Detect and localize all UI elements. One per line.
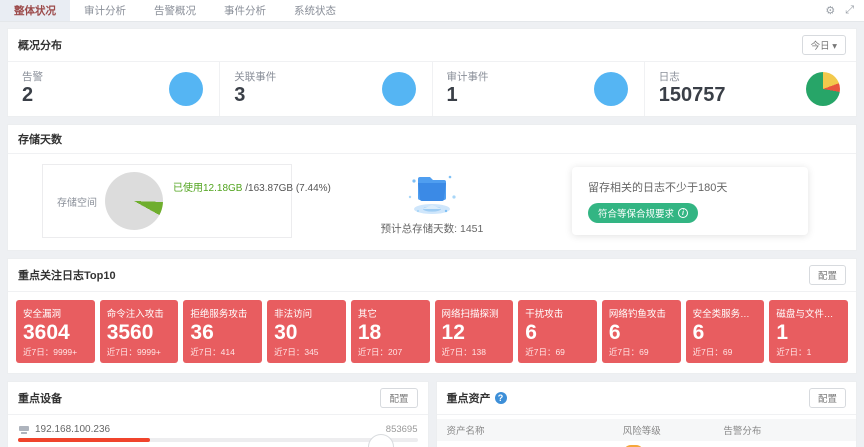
log-card-title: 网络钓鱼攻击	[608, 309, 666, 320]
stat-label: 日志	[658, 71, 680, 83]
log-card-title: 网络扫描探测	[441, 309, 499, 320]
dashboard-content: 概况分布 今日 ▾ 告警 2 关联事件 3 审计事件 1 日志 150757	[0, 22, 864, 447]
disk-total-text: /163.87GB (7.44%)	[242, 183, 331, 194]
log-card-title: 磁盘与文件系...	[776, 309, 842, 320]
compliance-text: 留存相关的日志不少于180天	[588, 182, 728, 194]
log-card-value: 3604	[23, 321, 70, 344]
disk-usage-text: 已使用12.18GB /163.87GB (7.44%)	[173, 179, 331, 194]
stat-label: 关联事件	[234, 71, 277, 83]
key-devices-title: 重点设备	[18, 393, 62, 406]
overview-title: 概况分布	[18, 40, 62, 52]
log-card-value: 18	[357, 321, 382, 344]
panel-key-devices: 重点设备 配置 192.168.100.236 853695 192.168.1…	[7, 381, 429, 447]
log-card[interactable]: 其它 18 近7日：207	[350, 300, 430, 364]
disk-usage-card: 存储空间 已使用12.18GB /163.87GB (7.44%)	[42, 164, 331, 238]
top-tab-bar: 整体状况 审计分析 告警概况 事件分析 系统状态 ⚙ ⤢	[0, 0, 864, 22]
log-card-value: 1	[776, 321, 789, 344]
storage-days-estimate: 预计总存储天数: 1451	[380, 222, 484, 235]
log-card-title: 非法访问	[274, 309, 313, 320]
audit-circle-icon	[593, 72, 628, 106]
asset-row[interactable]: WindowsServer2016 高 0 2 0 2	[436, 441, 856, 447]
stat-value: 3	[234, 84, 246, 106]
disk-label: 存储空间	[57, 197, 97, 209]
stat-card-audit-events[interactable]: 审计事件 1	[433, 62, 645, 116]
stat-card-correlated-events[interactable]: 关联事件 3	[220, 62, 433, 116]
tab-overall-status[interactable]: 整体状况	[0, 0, 70, 21]
key-assets-title: 重点资产	[446, 393, 491, 406]
col-risk-level: 风险等级	[612, 419, 714, 442]
info-icon: i	[678, 208, 689, 218]
storage-title: 存储天数	[18, 134, 62, 146]
tab-event-analysis[interactable]: 事件分析	[224, 5, 266, 17]
top-logs-cards: 安全漏洞 3604 近7日：9999+ 命令注入攻击 3560 近7日：9999…	[8, 292, 856, 373]
col-asset-name: 资产名称	[436, 419, 613, 442]
assets-config-button[interactable]: 配置	[808, 388, 846, 409]
log-card-value: 3560	[106, 321, 154, 344]
stat-value: 1	[446, 84, 458, 106]
log-card[interactable]: 网络扫描探测 12 近7日：138	[434, 300, 514, 364]
log-card-title: 安全漏洞	[23, 309, 62, 320]
stat-value: 2	[22, 84, 34, 106]
stat-label: 告警	[22, 71, 43, 83]
events-circle-icon	[381, 72, 416, 106]
stat-label: 审计事件	[446, 71, 489, 83]
device-icon	[19, 425, 29, 434]
gear-icon[interactable]: ⚙	[825, 5, 836, 17]
log-card[interactable]: 干扰攻击 6 近7日：69	[518, 300, 597, 364]
col-alert-distribution: 告警分布	[713, 419, 856, 442]
log-card-value: 6	[608, 321, 621, 344]
log-card-title: 拒绝服务攻击	[190, 309, 248, 320]
stat-card-alerts[interactable]: 告警 2	[8, 62, 221, 116]
log-card[interactable]: 安全类服务攻击 6 近7日：69	[685, 300, 765, 364]
device-row[interactable]: 192.168.100.236 853695	[18, 419, 418, 444]
log-card-title: 安全类服务攻击	[692, 309, 758, 320]
panel-overview: 概况分布 今日 ▾ 告警 2 关联事件 3 审计事件 1 日志 150757	[7, 28, 857, 117]
log-card-value: 6	[692, 321, 705, 344]
log-card-value: 30	[274, 321, 298, 344]
log-card-value: 6	[525, 321, 537, 344]
tab-audit-analysis[interactable]: 审计分析	[84, 5, 126, 17]
top-logs-title: 重点关注日志Top10	[18, 270, 116, 282]
log-card-value: 12	[441, 321, 465, 344]
log-card[interactable]: 网络钓鱼攻击 6 近7日：69	[601, 300, 681, 364]
device-bar	[18, 438, 150, 443]
log-card[interactable]: 命令注入攻击 3560 近7日：9999+	[99, 300, 179, 364]
disk-usage-pie-chart	[105, 172, 163, 230]
devices-config-button[interactable]: 配置	[380, 388, 418, 409]
panel-key-assets: 重点资产 ? 配置 资产名称 风险等级 告警分布 WindowsServer20…	[435, 381, 857, 447]
log-card-title: 其它	[357, 309, 377, 320]
expand-icon[interactable]: ⤢	[845, 4, 854, 16]
help-icon[interactable]: ?	[494, 392, 507, 405]
assets-table: 资产名称 风险等级 告警分布 WindowsServer2016 高 0 2 0…	[436, 419, 856, 447]
logs-pie-icon	[806, 72, 840, 106]
alerts-circle-icon	[169, 72, 204, 106]
log-card[interactable]: 非法访问 30 近7日：345	[267, 300, 346, 364]
risk-badge: 高	[622, 445, 644, 447]
stat-value: 150757	[658, 84, 726, 106]
stat-card-logs[interactable]: 日志 150757	[645, 62, 856, 116]
disk-used-text: 已使用12.18GB	[173, 183, 243, 194]
log-card[interactable]: 拒绝服务攻击 36 近7日：414	[183, 300, 263, 364]
log-card-title: 命令注入攻击	[106, 309, 164, 320]
compliance-card: 留存相关的日志不少于180天 符合等保合规要求 i	[572, 167, 808, 235]
panel-storage: 存储天数 存储空间 已使用12.18GB /163.87GB (7.44%)	[7, 124, 857, 251]
device-count: 853695	[385, 424, 418, 436]
top-logs-config-button[interactable]: 配置	[808, 265, 846, 285]
log-card[interactable]: 安全漏洞 3604 近7日：9999+	[16, 300, 95, 364]
log-card[interactable]: 磁盘与文件系... 1 近7日：1	[769, 300, 849, 364]
asset-name: WindowsServer2016	[436, 441, 613, 447]
panel-top-logs: 重点关注日志Top10 配置 安全漏洞 3604 近7日：9999+ 命令注入攻…	[7, 258, 857, 375]
compliance-badge-label: 符合等保合规要求	[598, 209, 675, 220]
log-card-title: 干扰攻击	[525, 309, 564, 320]
topnav-spacer	[350, 0, 825, 21]
device-ip: 192.168.100.236	[35, 424, 111, 436]
compliance-badge[interactable]: 符合等保合规要求 i	[588, 203, 699, 223]
folder-illustration-icon	[408, 175, 456, 214]
tab-alert-overview[interactable]: 告警概况	[154, 5, 196, 17]
tab-system-status[interactable]: 系统状态	[294, 5, 336, 17]
date-range-dropdown[interactable]: 今日 ▾	[801, 35, 846, 55]
log-card-value: 36	[190, 321, 214, 344]
